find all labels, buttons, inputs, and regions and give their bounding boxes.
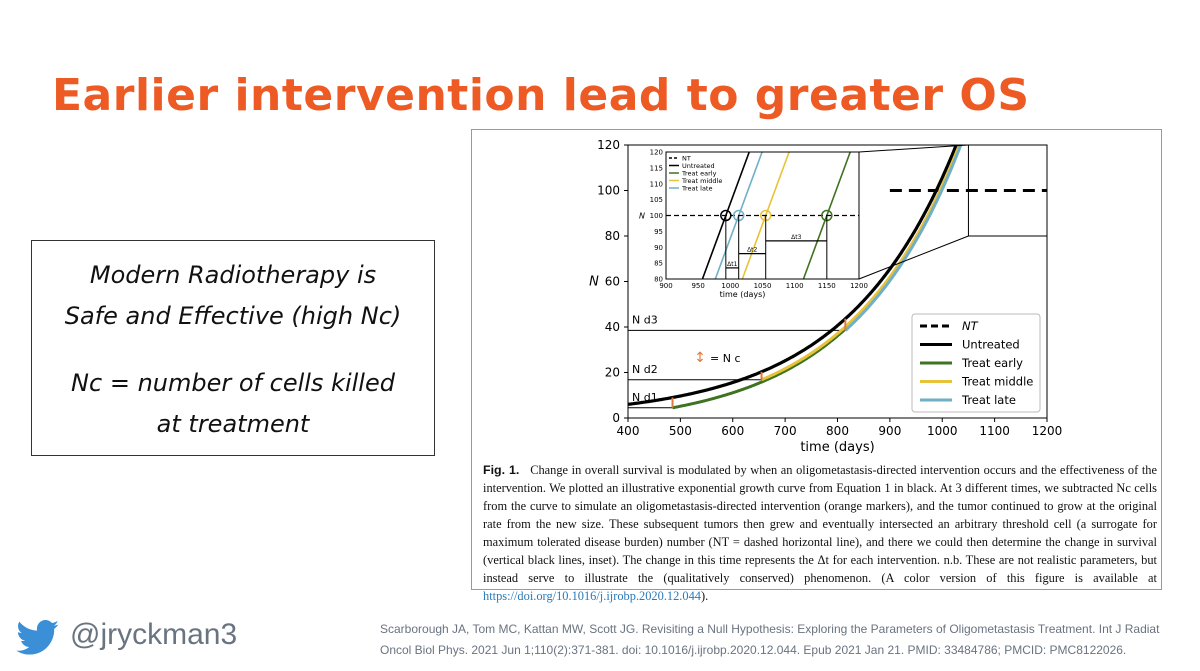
slide-title: Earlier intervention lead to greater OS: [52, 70, 1030, 121]
caption-end: ).: [701, 589, 709, 603]
key-point-line-3: Nc = number of cells killed: [71, 369, 395, 397]
twitter-bird-icon[interactable]: [16, 620, 60, 656]
twitter-handle[interactable]: @jryckman3: [70, 618, 238, 651]
key-point-line-2: Safe and Effective (high Nc): [64, 302, 402, 330]
citation-reference: Scarborough JA, Tom MC, Kattan MW, Scott…: [380, 622, 1160, 657]
caption-doi-link[interactable]: https://doi.org/10.1016/j.ijrobp.2020.12…: [483, 589, 701, 603]
key-point-box: Modern Radiotherapy is Safe and Effectiv…: [31, 240, 435, 456]
caption-text: Change in overall survival is modulated …: [483, 463, 1157, 585]
key-point-line-1: Modern Radiotherapy is: [89, 261, 377, 289]
caption-label: Fig. 1.: [483, 463, 520, 477]
figure-caption: Fig. 1. Change in overall survival is mo…: [483, 461, 1157, 605]
key-point-line-4: at treatment: [156, 410, 310, 438]
